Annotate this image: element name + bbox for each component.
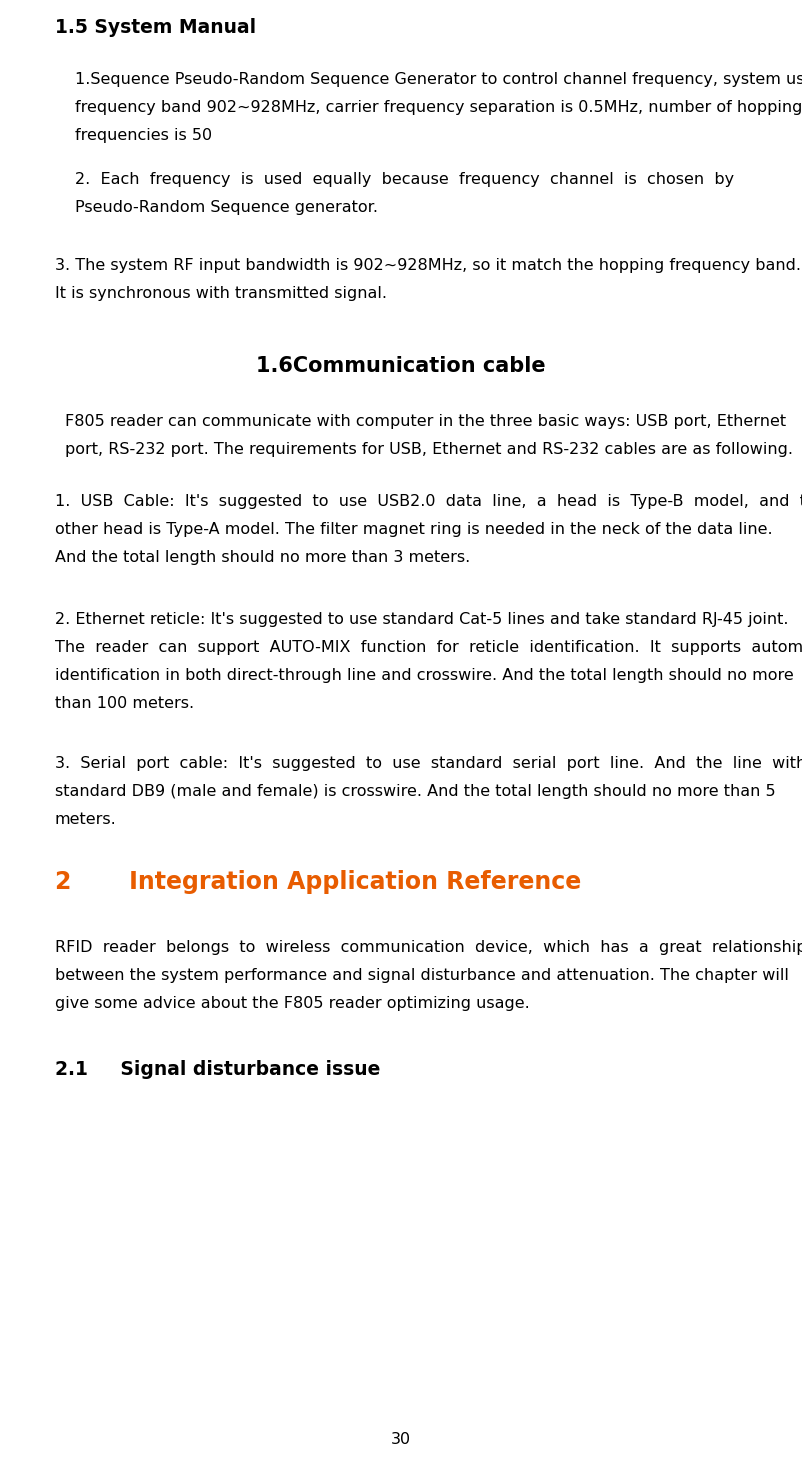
Text: 3. The system RF input bandwidth is 902~928MHz, so it match the hopping frequenc: 3. The system RF input bandwidth is 902~…: [55, 258, 800, 272]
Text: F805 reader can communicate with computer in the three basic ways: USB port, Eth: F805 reader can communicate with compute…: [65, 414, 785, 429]
Text: 2. Ethernet reticle: It's suggested to use standard Cat-5 lines and take standar: 2. Ethernet reticle: It's suggested to u…: [55, 612, 788, 627]
Text: 2.  Each  frequency  is  used  equally  because  frequency  channel  is  chosen : 2. Each frequency is used equally becaus…: [75, 171, 733, 187]
Text: And the total length should no more than 3 meters.: And the total length should no more than…: [55, 550, 470, 565]
Text: 1.  USB  Cable:  It's  suggested  to  use  USB2.0  data  line,  a  head  is  Typ: 1. USB Cable: It's suggested to use USB2…: [55, 493, 802, 509]
Text: RFID  reader  belongs  to  wireless  communication  device,  which  has  a  grea: RFID reader belongs to wireless communic…: [55, 940, 802, 955]
Text: 1.Sequence Pseudo-Random Sequence Generator to control channel frequency, system: 1.Sequence Pseudo-Random Sequence Genera…: [75, 72, 802, 86]
Text: 1.6Communication cable: 1.6Communication cable: [256, 356, 545, 376]
Text: give some advice about the F805 reader optimizing usage.: give some advice about the F805 reader o…: [55, 996, 529, 1012]
Text: 1.5 System Manual: 1.5 System Manual: [55, 18, 256, 37]
Text: 3.  Serial  port  cable:  It's  suggested  to  use  standard  serial  port  line: 3. Serial port cable: It's suggested to …: [55, 755, 802, 772]
Text: frequencies is 50: frequencies is 50: [75, 127, 212, 143]
Text: other head is Type-A model. The filter magnet ring is needed in the neck of the : other head is Type-A model. The filter m…: [55, 523, 772, 537]
Text: 2       Integration Application Reference: 2 Integration Application Reference: [55, 870, 581, 895]
Text: between the system performance and signal disturbance and attenuation. The chapt: between the system performance and signa…: [55, 968, 788, 982]
Text: It is synchronous with transmitted signal.: It is synchronous with transmitted signa…: [55, 285, 387, 302]
Text: 2.1     Signal disturbance issue: 2.1 Signal disturbance issue: [55, 1060, 380, 1079]
Text: Pseudo-Random Sequence generator.: Pseudo-Random Sequence generator.: [75, 201, 378, 215]
Text: standard DB9 (male and female) is crosswire. And the total length should no more: standard DB9 (male and female) is crossw…: [55, 785, 775, 799]
Text: The  reader  can  support  AUTO-MIX  function  for  reticle  identification.  It: The reader can support AUTO-MIX function…: [55, 640, 802, 654]
Text: 30: 30: [391, 1432, 411, 1446]
Text: identification in both direct-through line and crosswire. And the total length s: identification in both direct-through li…: [55, 668, 792, 684]
Text: port, RS-232 port. The requirements for USB, Ethernet and RS-232 cables are as f: port, RS-232 port. The requirements for …: [65, 442, 792, 457]
Text: frequency band 902~928MHz, carrier frequency separation is 0.5MHz, number of hop: frequency band 902~928MHz, carrier frequ…: [75, 100, 801, 116]
Text: than 100 meters.: than 100 meters.: [55, 695, 194, 712]
Text: meters.: meters.: [55, 813, 116, 827]
